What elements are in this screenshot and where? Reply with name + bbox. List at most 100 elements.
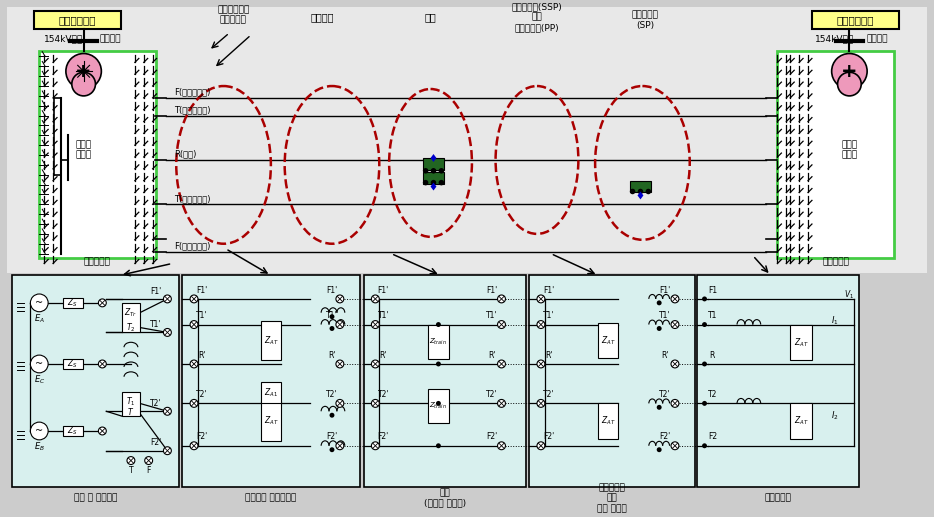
Circle shape <box>702 401 707 406</box>
Circle shape <box>336 400 344 407</box>
Polygon shape <box>638 191 644 200</box>
Bar <box>790 403 812 439</box>
Circle shape <box>66 54 102 89</box>
Circle shape <box>190 400 198 407</box>
Text: 송전선로: 송전선로 <box>866 34 887 43</box>
Circle shape <box>498 295 505 303</box>
Text: $Z_{train}$: $Z_{train}$ <box>430 337 447 347</box>
Text: 전차선로: 전차선로 <box>310 12 333 22</box>
Polygon shape <box>431 183 436 190</box>
Text: T2': T2' <box>486 390 498 399</box>
Circle shape <box>439 180 445 186</box>
Circle shape <box>372 360 379 368</box>
Bar <box>423 172 445 184</box>
Text: 차량
(고조파 전류원): 차량 (고조파 전류원) <box>424 488 466 508</box>
Circle shape <box>330 413 334 418</box>
Text: T2': T2' <box>659 390 671 399</box>
Text: R': R' <box>488 351 495 360</box>
Text: $Z_S$: $Z_S$ <box>67 358 78 370</box>
Circle shape <box>702 361 707 367</box>
Circle shape <box>645 189 651 194</box>
Circle shape <box>190 360 198 368</box>
Text: T: T <box>129 466 134 475</box>
Text: +: + <box>76 62 92 81</box>
Text: T1': T1' <box>659 311 671 320</box>
Circle shape <box>98 360 106 368</box>
Circle shape <box>657 300 661 306</box>
Text: F2: F2 <box>708 432 717 442</box>
Text: ~: ~ <box>35 359 43 369</box>
Circle shape <box>423 180 429 186</box>
Text: R': R' <box>328 351 335 360</box>
Circle shape <box>336 442 344 450</box>
Circle shape <box>671 360 679 368</box>
Bar <box>777 51 894 257</box>
Circle shape <box>127 457 134 464</box>
Text: 송전선로: 송전선로 <box>100 34 121 43</box>
Text: 전철변전소: 전철변전소 <box>822 257 849 266</box>
Text: $E_A$: $E_A$ <box>34 312 45 325</box>
Bar <box>812 11 899 29</box>
Bar <box>122 391 140 416</box>
Text: ~: ~ <box>35 298 43 308</box>
Text: 변전소용 단권변압기: 변전소용 단권변압기 <box>246 494 296 503</box>
Text: F2': F2' <box>196 432 207 442</box>
Circle shape <box>657 326 661 331</box>
Circle shape <box>630 189 635 194</box>
Text: $Z_{AT}$: $Z_{AT}$ <box>263 415 278 428</box>
Bar <box>63 426 82 436</box>
Text: 스코트
변압기: 스코트 변압기 <box>76 141 92 160</box>
Text: T2': T2' <box>377 390 389 399</box>
Text: $Z_{AT}$: $Z_{AT}$ <box>794 415 809 428</box>
Circle shape <box>537 400 545 407</box>
Circle shape <box>838 72 861 96</box>
Circle shape <box>336 295 344 303</box>
Text: $Z_{train}$: $Z_{train}$ <box>430 401 447 412</box>
Text: F: F <box>147 466 151 475</box>
Circle shape <box>537 321 545 328</box>
Circle shape <box>31 355 49 373</box>
Text: R': R' <box>661 351 669 360</box>
Bar <box>363 275 526 487</box>
Circle shape <box>436 361 441 367</box>
Circle shape <box>671 442 679 450</box>
Text: F(하행급전선): F(하행급전선) <box>175 241 211 250</box>
Text: F1': F1' <box>150 286 162 296</box>
Bar <box>598 403 617 439</box>
Circle shape <box>431 180 436 186</box>
Circle shape <box>439 168 445 174</box>
Circle shape <box>436 322 441 327</box>
Circle shape <box>423 168 429 174</box>
Text: F2': F2' <box>377 432 389 442</box>
Circle shape <box>163 295 171 303</box>
Bar <box>63 359 82 369</box>
Bar <box>7 7 927 273</box>
Text: T1': T1' <box>149 320 162 329</box>
Bar <box>598 323 617 358</box>
Circle shape <box>163 447 171 454</box>
Text: 보조구분소(SSP)
또는
병렬급전소(PP): 보조구분소(SSP) 또는 병렬급전소(PP) <box>512 2 562 32</box>
Bar <box>261 321 281 360</box>
Circle shape <box>31 422 49 440</box>
Bar <box>63 298 82 308</box>
Bar <box>261 382 281 403</box>
Text: R': R' <box>198 351 205 360</box>
Text: $V_1$: $V_1$ <box>844 288 855 301</box>
Circle shape <box>498 360 505 368</box>
Text: T2': T2' <box>326 390 338 399</box>
Text: R(레일): R(레일) <box>175 149 197 159</box>
Text: F1': F1' <box>659 285 671 295</box>
Text: $Z_{AT}$: $Z_{AT}$ <box>601 415 616 428</box>
Text: 154kV모선: 154kV모선 <box>44 34 83 43</box>
Text: R': R' <box>379 351 387 360</box>
Text: F1: F1 <box>708 285 717 295</box>
Text: F2': F2' <box>326 432 337 442</box>
Text: 154kV모선: 154kV모선 <box>814 34 855 43</box>
Circle shape <box>436 401 441 406</box>
Circle shape <box>372 295 379 303</box>
Text: T2': T2' <box>149 399 162 408</box>
Bar <box>7 273 927 516</box>
Text: $Z_{AT}$: $Z_{AT}$ <box>794 336 809 348</box>
Text: $T$: $T$ <box>127 406 134 417</box>
Text: F1': F1' <box>326 285 337 295</box>
